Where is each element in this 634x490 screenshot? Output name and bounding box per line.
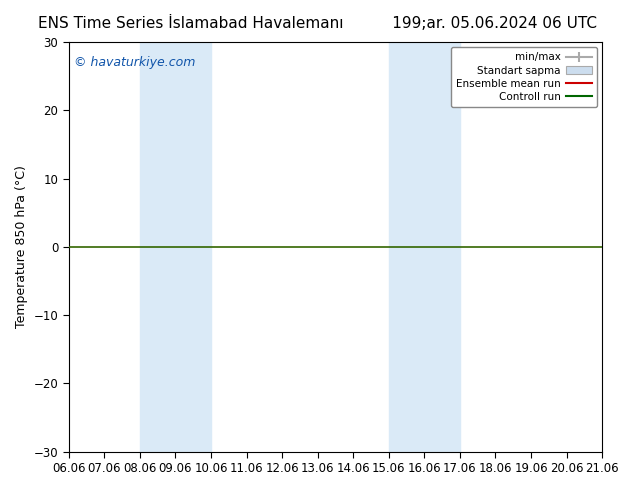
Y-axis label: Temperature 850 hPa (°C): Temperature 850 hPa (°C) xyxy=(15,166,28,328)
Bar xyxy=(140,42,211,452)
Text: ENS Time Series İslamabad Havalemanı          199;ar. 05.06.2024 06 UTC: ENS Time Series İslamabad Havalemanı 199… xyxy=(37,15,597,31)
Bar xyxy=(389,42,460,452)
Text: © havaturkiye.com: © havaturkiye.com xyxy=(74,56,195,70)
Legend: min/max, Standart sapma, Ensemble mean run, Controll run: min/max, Standart sapma, Ensemble mean r… xyxy=(451,47,597,107)
